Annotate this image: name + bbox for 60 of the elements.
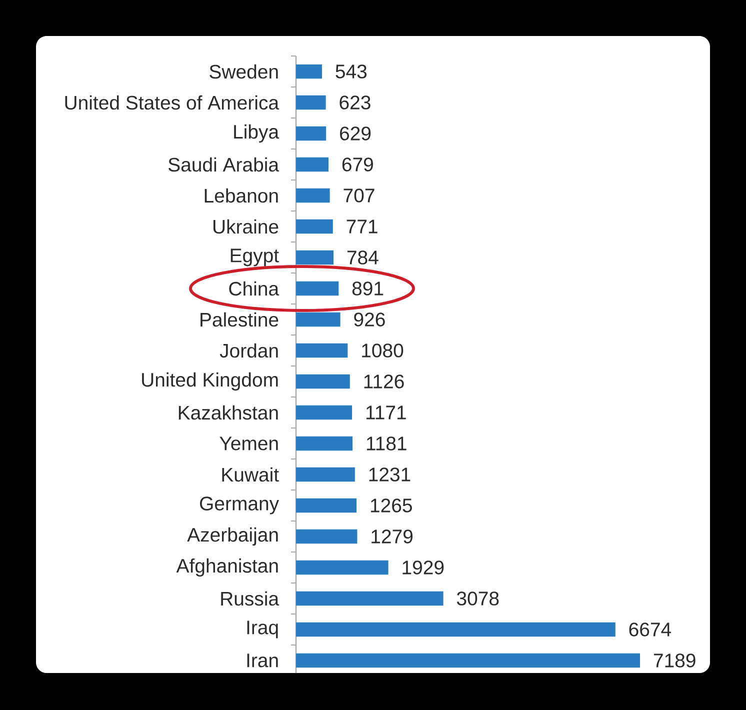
bar	[296, 653, 640, 668]
bar	[296, 529, 358, 544]
y-tick-label: Iran	[247, 654, 278, 668]
data-label: 3078	[456, 592, 499, 606]
data-label: 1181	[366, 436, 406, 450]
y-tick-label: Kazakhstan	[178, 405, 278, 420]
y-tick-label: Saudi Arabia	[168, 157, 280, 172]
bar	[296, 188, 330, 203]
data-label: 707	[344, 188, 374, 202]
data-label: 1080	[362, 344, 404, 358]
y-tick-label: Sweden	[210, 64, 278, 79]
bar	[296, 436, 353, 451]
y-tick-label: Ukraine	[213, 219, 278, 234]
y-tick-label: Afghanistan	[176, 558, 278, 577]
data-label: 1171	[366, 406, 406, 420]
data-label: 6674	[629, 622, 672, 636]
y-tick-label: Palestine	[200, 312, 278, 327]
data-label: 543	[336, 64, 367, 78]
y-tick-label: Jordan	[220, 343, 278, 358]
bar	[296, 467, 355, 482]
bar	[296, 405, 352, 420]
y-tick-label: Azerbaijan	[187, 527, 278, 546]
y-tick-label: Libya	[234, 124, 280, 143]
data-label: 623	[340, 96, 370, 110]
y-tick-label: Germany	[200, 496, 280, 514]
y-tick-label: United States of America	[65, 95, 280, 110]
data-label: 1126	[364, 374, 404, 388]
y-tick-label: China	[229, 281, 280, 296]
data-label: 1929	[402, 560, 444, 574]
y-tick-label: United Kingdom	[142, 372, 278, 391]
y-tick-label: Kuwait	[222, 467, 279, 482]
bar	[296, 374, 350, 389]
bar	[296, 126, 326, 141]
bar	[296, 95, 326, 110]
bar	[296, 250, 334, 265]
y-tick-label: Lebanon	[204, 188, 278, 203]
y-tick-label: Egypt	[230, 248, 279, 266]
data-label: 1231	[369, 468, 410, 482]
bar	[296, 219, 333, 234]
data-label: 629	[340, 126, 371, 140]
data-label: 7189	[654, 654, 696, 668]
data-label: 784	[347, 250, 378, 264]
bar	[296, 591, 444, 606]
y-tick-label: Russia	[221, 591, 280, 606]
data-label: 926	[354, 312, 385, 326]
y-tick-label: Yemen	[220, 436, 278, 450]
bar	[296, 343, 348, 358]
data-label: 771	[346, 220, 378, 234]
y-tick-label: Iraq	[247, 620, 278, 638]
bar	[296, 64, 322, 79]
bar	[296, 157, 328, 172]
bar	[296, 622, 616, 637]
bar	[296, 498, 357, 513]
bar	[296, 560, 388, 575]
data-label: 1265	[370, 498, 412, 512]
bar	[296, 312, 340, 327]
data-label: 679	[342, 158, 373, 172]
data-label: 891	[352, 282, 384, 296]
bar	[296, 281, 339, 296]
data-label: 1279	[372, 530, 413, 544]
